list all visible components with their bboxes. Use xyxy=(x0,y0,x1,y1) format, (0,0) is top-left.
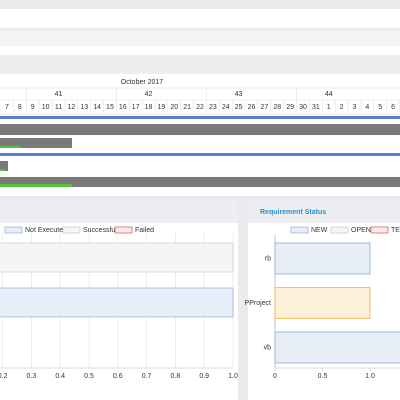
requirement-panel-header xyxy=(248,200,400,223)
legend-label: Not Executed xyxy=(25,227,67,234)
gantt-summary-bar xyxy=(0,116,400,119)
day-label: 31 xyxy=(312,104,320,111)
day-label: 17 xyxy=(132,104,140,111)
day-label: 21 xyxy=(183,104,191,111)
gantt-header: 7 8 9 10 11 12 13 14 15 16 17 18 19 20 21 22 23 24 25 26 27 2… xyxy=(5,88,400,114)
day-label: 29 xyxy=(286,104,294,111)
gantt-summary-bar xyxy=(0,153,400,156)
bar xyxy=(0,287,234,318)
bar xyxy=(274,287,371,319)
gantt-task-bar xyxy=(0,138,72,148)
toolbar xyxy=(0,9,400,28)
week-label: 41 xyxy=(55,91,63,98)
day-label: 20 xyxy=(170,104,178,111)
day-label: 7 xyxy=(5,104,9,111)
execution-panel-header xyxy=(0,200,238,223)
x-tick-label: 0.6 xyxy=(113,373,123,380)
x-tick-label: 0.5 xyxy=(318,373,328,380)
gantt-progress xyxy=(0,184,72,187)
x-tick-label: 0.4 xyxy=(55,373,65,380)
day-label: 25 xyxy=(235,104,243,111)
gantt-task-bar xyxy=(0,161,8,171)
day-label: 19 xyxy=(158,104,166,111)
x-tick-label: 0.3 xyxy=(27,373,37,380)
day-label: 18 xyxy=(145,104,153,111)
legend-label: NEW xyxy=(311,227,328,234)
legend-swatch xyxy=(114,226,133,234)
gantt-task-bar xyxy=(0,124,400,135)
gantt-progress xyxy=(0,146,20,148)
day-label: 8 xyxy=(18,104,22,111)
band xyxy=(0,31,400,46)
day-label: 28 xyxy=(273,104,281,111)
x-tick-label: 0.2 xyxy=(0,373,8,380)
day-label: 15 xyxy=(106,104,114,111)
gantt-task-bar xyxy=(0,177,400,187)
bar xyxy=(274,331,400,364)
day-label: 11 xyxy=(55,104,62,111)
day-label: 24 xyxy=(222,104,230,111)
legend-label: Successful xyxy=(83,227,117,234)
legend-label: OPEN xyxy=(351,227,371,234)
legend-swatch xyxy=(370,226,389,234)
x-tick-label: 0.9 xyxy=(199,373,209,380)
day-label: 6 xyxy=(391,104,395,111)
gantt-month: October 2017 xyxy=(121,79,164,86)
day-label: 4 xyxy=(365,104,369,111)
day-label: 9 xyxy=(31,104,35,111)
bar xyxy=(0,242,234,273)
bar xyxy=(274,242,371,275)
x-tick-label: 1.0 xyxy=(228,373,238,380)
panel-title: Requirement Status xyxy=(260,209,326,216)
legend-swatch xyxy=(62,226,81,234)
y-tick-label: PProject xyxy=(245,300,272,307)
day-label: 1 xyxy=(327,104,331,111)
day-label: 22 xyxy=(196,104,204,111)
week-label: 43 xyxy=(235,91,243,98)
y-tick-label: vb xyxy=(264,344,272,351)
day-label: 30 xyxy=(299,104,307,111)
day-label: 26 xyxy=(248,104,256,111)
day-label: 23 xyxy=(209,104,217,111)
day-label: 27 xyxy=(261,104,269,111)
execution-chart: 0.2 0.3 0.4 0.5 0.6 0.7 0.8 0.9 1.0 Not Executed S… xyxy=(0,226,238,380)
day-label: 5 xyxy=(378,104,382,111)
day-label: 12 xyxy=(67,104,75,111)
week-label: 44 xyxy=(325,91,333,98)
day-label: 10 xyxy=(42,104,50,111)
y-tick-label: rb xyxy=(265,255,271,262)
day-label: 3 xyxy=(353,104,357,111)
x-tick-label: 0 xyxy=(273,373,277,380)
x-tick-label: 0.8 xyxy=(171,373,181,380)
gantt-progress xyxy=(0,169,5,171)
requirement-chart: NEW OPEN TES 0 0.5 1.0 rb PProject vb xyxy=(245,226,400,380)
legend-swatch xyxy=(330,226,349,234)
x-tick-label: 0.5 xyxy=(84,373,94,380)
legend-label: TES xyxy=(391,227,400,234)
day-label: 16 xyxy=(119,104,127,111)
legend-swatch xyxy=(290,226,309,234)
legend-swatch xyxy=(4,226,23,234)
gantt-panel-header xyxy=(0,55,400,74)
day-label: 2 xyxy=(340,104,344,111)
day-label: 14 xyxy=(93,104,101,111)
day-label: 13 xyxy=(80,104,88,111)
legend-label: Failed xyxy=(135,227,154,234)
x-tick-label: 1.0 xyxy=(365,373,375,380)
x-tick-label: 0.7 xyxy=(142,373,152,380)
week-label: 42 xyxy=(145,91,153,98)
